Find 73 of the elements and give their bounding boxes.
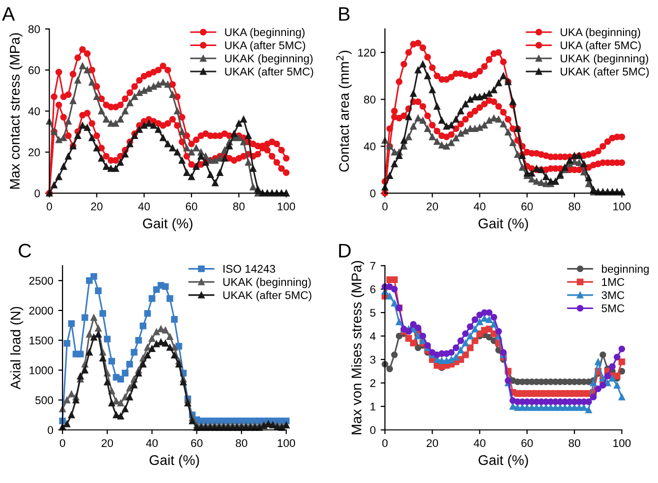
legend-label: UKA (after 5MC) xyxy=(560,41,641,52)
legend-label: 5MC xyxy=(602,304,624,312)
x-tick-label: 100 xyxy=(613,202,631,210)
y-tick-label: 1000 xyxy=(30,366,54,374)
y-axis-title: Contact area (mm$^{2}$) xyxy=(336,50,352,172)
x-tick-label: 0 xyxy=(60,439,66,448)
x-axis-title: Gait (%) xyxy=(478,454,528,468)
x-tick-label: 20 xyxy=(91,202,102,210)
y-tick-label: 80 xyxy=(364,96,376,104)
x-axis-title: Gait (%) xyxy=(478,218,528,232)
y-tick-label: 0 xyxy=(370,189,376,198)
legend-label: UKAK (beginning) xyxy=(225,54,313,65)
x-tick-label: 80 xyxy=(568,439,580,448)
legend-label: UKAK (beginning) xyxy=(223,278,311,288)
chart-title: C xyxy=(18,244,32,258)
x-tick-label: 20 xyxy=(102,439,113,448)
y-tick-label: 4 xyxy=(370,332,376,340)
x-tick-label: 60 xyxy=(521,202,533,210)
y-tick-label: 120 xyxy=(358,48,376,57)
x-tick-label: 40 xyxy=(146,439,158,448)
x-tick-label: 60 xyxy=(186,202,198,210)
y-tick-label: 40 xyxy=(28,107,40,116)
x-tick-label: 80 xyxy=(233,202,245,210)
y-tick-label: 1500 xyxy=(30,336,54,344)
y-tick-label: 3 xyxy=(370,356,376,364)
y-tick-label: 5 xyxy=(370,308,376,317)
y-tick-label: 7 xyxy=(370,262,376,270)
y-axis-title: Max von Mises stress (MPa) xyxy=(351,261,364,434)
y-tick-label: 2500 xyxy=(29,276,54,285)
x-tick-label: 80 xyxy=(236,439,248,448)
y-axis-title: Max contact stress (MPa) xyxy=(9,33,22,189)
x-tick-label: 80 xyxy=(568,202,580,210)
legend-label: UKAK (after 5MC) xyxy=(225,67,314,78)
chart-title: B xyxy=(339,7,350,21)
x-tick-label: 40 xyxy=(474,439,486,448)
x-tick-label: 100 xyxy=(278,439,296,448)
legend-label: UKA (after 5MC) xyxy=(225,41,306,52)
y-tick-label: 60 xyxy=(28,66,40,74)
legend-label: UKAK (after 5MC) xyxy=(223,290,312,302)
x-axis-title: Gait (%) xyxy=(150,454,199,468)
y-tick-label: 2000 xyxy=(29,306,54,315)
x-axis-title: Gait (%) xyxy=(143,218,192,232)
x-tick-label: 100 xyxy=(613,439,631,448)
legend-label: ISO 14243 xyxy=(224,264,276,273)
legend-label: beginning xyxy=(602,264,649,275)
y-tick-label: 20 xyxy=(28,148,40,156)
x-tick-label: 0 xyxy=(382,202,388,210)
x-tick-label: 20 xyxy=(426,202,438,210)
y-tick-label: 40 xyxy=(364,142,376,150)
y-tick-label: 0 xyxy=(48,426,54,434)
y-tick-label: 6 xyxy=(370,285,376,294)
legend-label: 3MC xyxy=(602,291,624,300)
x-tick-label: 100 xyxy=(278,202,296,210)
y-tick-label: 0 xyxy=(34,189,40,198)
x-tick-label: 60 xyxy=(521,439,533,448)
y-tick-label: 1 xyxy=(370,402,376,410)
chart-title: D xyxy=(339,244,351,258)
x-tick-label: 40 xyxy=(474,202,486,210)
legend-label: UKA (beginning) xyxy=(560,28,640,38)
y-tick-label: 0 xyxy=(370,426,376,434)
y-tick-label: 500 xyxy=(35,396,54,404)
legend-label: UKA (beginning) xyxy=(225,28,305,38)
y-tick-label: 2 xyxy=(370,379,376,387)
chart-title: A xyxy=(2,7,15,21)
x-tick-label: 60 xyxy=(191,439,202,448)
x-tick-label: 40 xyxy=(138,202,150,210)
legend-label: UKAK (after 5MC) xyxy=(560,67,649,78)
y-tick-label: 80 xyxy=(28,25,40,34)
legend-label: 1MC xyxy=(602,278,624,286)
x-tick-label: 20 xyxy=(426,439,438,448)
x-tick-label: 0 xyxy=(382,439,388,448)
legend-label: UKAK (beginning) xyxy=(560,54,648,65)
y-axis-title: Axial load (N) xyxy=(10,306,24,390)
